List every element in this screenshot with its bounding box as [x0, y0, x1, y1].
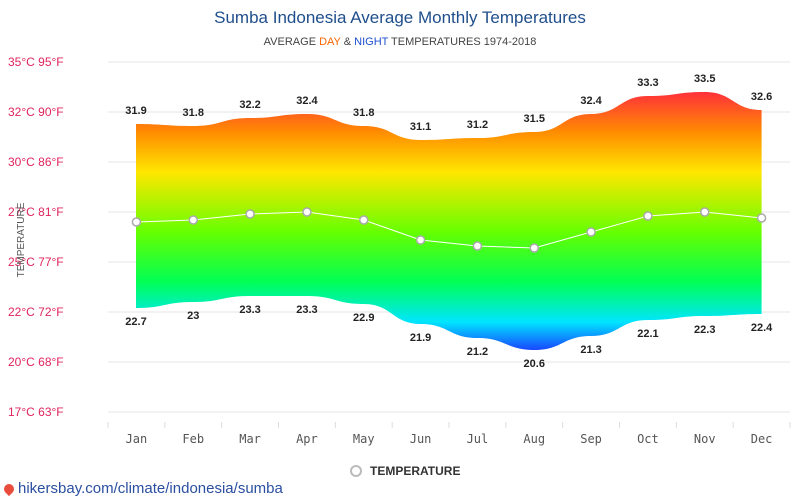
day-value-label: 31.8 [353, 107, 374, 119]
y-tick-label: 17°C 63°F [8, 405, 64, 419]
day-value-label: 32.4 [580, 95, 602, 107]
x-tick-label: Jan [126, 432, 148, 446]
subtitle-amp: & [340, 36, 355, 48]
day-value-label: 32.6 [751, 91, 772, 103]
legend-label: TEMPERATURE [370, 464, 461, 478]
temperature-point[interactable] [586, 227, 596, 237]
subtitle-prefix: AVERAGE [263, 36, 320, 48]
day-night-band [136, 92, 762, 350]
night-value-label: 22.4 [751, 322, 773, 334]
x-tick-label: Nov [694, 432, 716, 446]
source-link[interactable]: hikersbay.com/climate/indonesia/sumba [1, 480, 283, 497]
day-value-label: 31.9 [125, 105, 146, 117]
day-value-label: 31.8 [183, 107, 204, 119]
temperature-point[interactable] [302, 207, 312, 217]
y-tick-label: 20°C 68°F [8, 355, 64, 369]
temperature-point[interactable] [415, 235, 426, 245]
night-value-label: 21.3 [580, 344, 601, 356]
temperature-point[interactable] [131, 217, 142, 227]
day-value-label: 31.2 [467, 119, 488, 131]
x-tick-label: Mar [239, 432, 261, 446]
day-value-label: 32.4 [296, 95, 318, 107]
value-labels: 31.9 31.8 32.2 32.4 31.8 31.1 31.2 31.5 32.4 33.3… [125, 73, 773, 370]
y-tick-label: 27°C 81°F [8, 205, 64, 219]
night-value-label: 22.1 [637, 328, 658, 340]
y-axis-title: TEMPERATURE [16, 202, 27, 277]
subtitle-day: DAY [319, 36, 341, 48]
day-value-label: 31.5 [524, 113, 545, 125]
night-value-label: 23 [187, 310, 199, 322]
temperature-point[interactable] [245, 209, 255, 219]
night-value-label: 22.7 [125, 316, 146, 328]
day-value-label: 31.1 [410, 121, 431, 133]
x-tick-label: Feb [182, 432, 204, 446]
subtitle-night: NIGHT [354, 36, 389, 48]
night-value-label: 22.3 [694, 324, 715, 336]
map-pin-icon [1, 481, 17, 496]
subtitle-suffix: TEMPERATURES 1974-2018 [388, 36, 537, 48]
legend[interactable]: TEMPERATURE [350, 464, 460, 478]
x-tick-label: May [353, 432, 375, 446]
temperature-point[interactable] [359, 215, 369, 225]
y-tick-label: 35°C 95°F [8, 55, 64, 69]
temperature-point[interactable] [756, 213, 767, 223]
night-value-label: 21.9 [410, 332, 431, 344]
day-value-label: 32.2 [239, 99, 260, 111]
y-tick-label: 30°C 86°F [8, 155, 64, 169]
x-tick-label: Jul [467, 432, 489, 446]
night-value-label: 20.6 [524, 358, 545, 370]
y-tick-label: 32°C 90°F [8, 105, 64, 119]
day-value-label: 33.5 [694, 73, 715, 85]
chart-subtitle: AVERAGE DAY & NIGHT TEMPERATURES 1974-20… [0, 36, 800, 48]
legend-marker-icon [350, 465, 362, 477]
x-tick-label: Apr [296, 432, 318, 446]
x-axis-ticks: Jan Feb Mar Apr May Jun Jul Aug Sep Oct Nov Dec [126, 432, 773, 446]
temperature-point[interactable] [472, 241, 483, 251]
x-tick-label: Dec [751, 432, 773, 446]
day-value-label: 33.3 [637, 77, 658, 89]
y-tick-label: 22°C 72°F [8, 305, 64, 319]
x-tick-label: Aug [523, 432, 545, 446]
temperature-points [131, 207, 767, 253]
y-axis-ticks: 35°C 95°F 32°C 90°F 30°C 86°F 27°C 81°F 25°C… [8, 55, 64, 419]
temperature-point[interactable] [643, 211, 653, 221]
night-value-label: 23.3 [239, 304, 260, 316]
night-value-label: 23.3 [296, 304, 317, 316]
chart-title: Sumba Indonesia Average Monthly Temperat… [214, 8, 586, 27]
night-value-label: 21.2 [467, 346, 488, 358]
y-tick-label: 25°C 77°F [8, 255, 64, 269]
temperature-point[interactable] [700, 207, 710, 217]
temperature-point[interactable] [188, 215, 198, 225]
x-tick-label: Sep [580, 432, 602, 446]
night-value-label: 22.9 [353, 312, 374, 324]
source-text: hikersbay.com/climate/indonesia/sumba [18, 480, 283, 497]
x-tick-label: Jun [410, 432, 432, 446]
temperature-line [136, 211, 762, 249]
temperature-point[interactable] [529, 243, 539, 253]
x-tick-label: Oct [637, 432, 659, 446]
